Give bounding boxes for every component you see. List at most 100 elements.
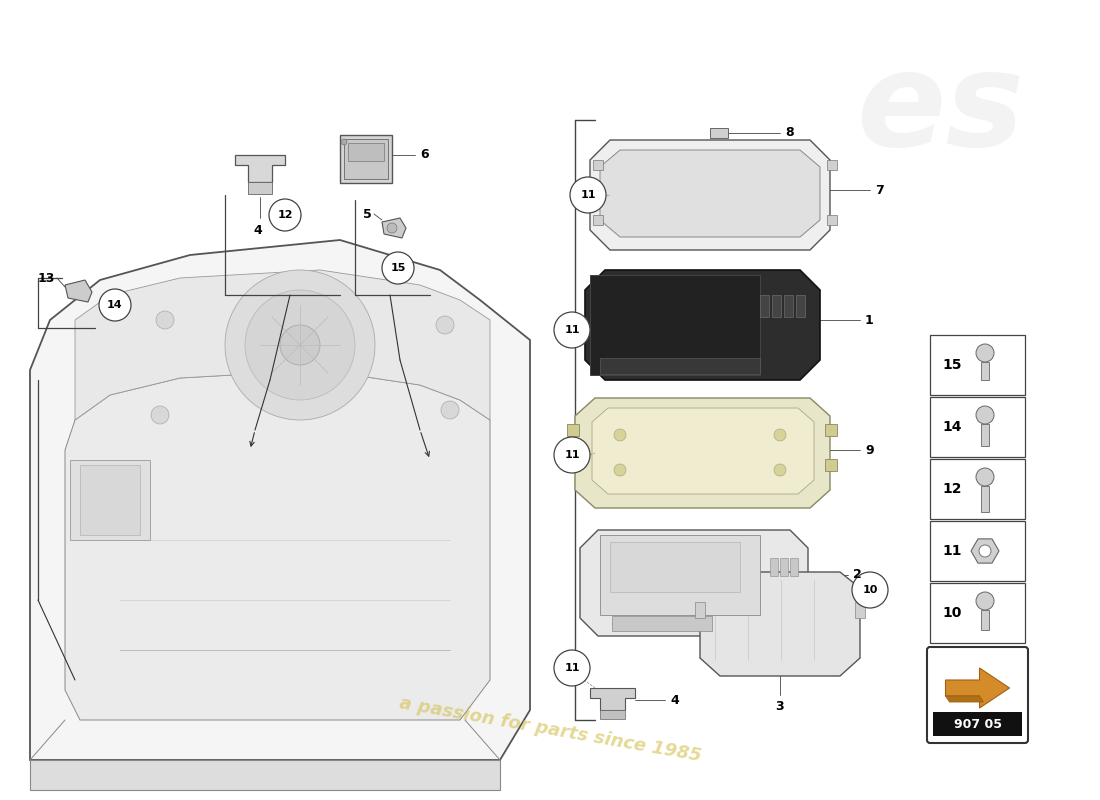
- Bar: [930, 397, 1025, 457]
- Text: 8: 8: [785, 126, 793, 139]
- Circle shape: [382, 252, 414, 284]
- Circle shape: [976, 406, 994, 424]
- Text: 2: 2: [852, 569, 861, 582]
- Circle shape: [976, 592, 994, 610]
- Text: 15: 15: [390, 263, 406, 273]
- Bar: [590, 275, 760, 375]
- Polygon shape: [65, 280, 92, 302]
- Bar: [855, 602, 865, 618]
- Bar: [80, 465, 140, 535]
- Bar: [784, 295, 793, 317]
- Text: 4: 4: [670, 694, 679, 706]
- Bar: [600, 710, 625, 719]
- Bar: [612, 616, 712, 631]
- Text: 11: 11: [564, 663, 580, 673]
- Polygon shape: [30, 760, 500, 790]
- Bar: [770, 558, 778, 576]
- Bar: [760, 295, 769, 317]
- Circle shape: [554, 437, 590, 473]
- Polygon shape: [75, 270, 490, 420]
- Text: 3: 3: [776, 700, 784, 713]
- Bar: [348, 143, 384, 161]
- Text: 4: 4: [254, 224, 263, 237]
- Bar: [566, 424, 579, 436]
- Circle shape: [441, 401, 459, 419]
- Bar: [825, 424, 837, 436]
- Circle shape: [280, 325, 320, 365]
- Text: 11: 11: [581, 190, 596, 200]
- Polygon shape: [580, 530, 808, 636]
- Text: 5: 5: [363, 207, 372, 221]
- Bar: [933, 712, 1022, 736]
- Circle shape: [852, 572, 888, 608]
- Circle shape: [774, 464, 786, 476]
- Text: 10: 10: [942, 606, 961, 620]
- Polygon shape: [575, 398, 830, 508]
- Polygon shape: [30, 240, 530, 760]
- Text: 907 05: 907 05: [954, 718, 1001, 730]
- Polygon shape: [946, 696, 983, 702]
- Polygon shape: [700, 572, 860, 676]
- Bar: [695, 602, 705, 618]
- Circle shape: [341, 139, 346, 145]
- Bar: [981, 610, 989, 630]
- Circle shape: [614, 429, 626, 441]
- FancyBboxPatch shape: [927, 647, 1028, 743]
- Polygon shape: [600, 150, 820, 237]
- Text: 13: 13: [37, 271, 55, 285]
- Text: 9: 9: [865, 443, 873, 457]
- Bar: [981, 486, 989, 512]
- Text: a passion for parts since 1985: a passion for parts since 1985: [397, 694, 703, 766]
- Bar: [248, 182, 272, 194]
- Bar: [827, 160, 837, 170]
- Bar: [772, 295, 781, 317]
- Polygon shape: [590, 140, 830, 250]
- Bar: [593, 215, 603, 225]
- Bar: [981, 362, 989, 380]
- Circle shape: [387, 223, 397, 233]
- Text: 12: 12: [942, 482, 961, 496]
- Circle shape: [245, 290, 355, 400]
- Text: 15: 15: [942, 358, 961, 372]
- Circle shape: [436, 316, 454, 334]
- Bar: [930, 521, 1025, 581]
- Text: 1: 1: [865, 314, 873, 326]
- Text: 10: 10: [862, 585, 878, 595]
- Text: 12: 12: [277, 210, 293, 220]
- Bar: [790, 558, 798, 576]
- Bar: [796, 295, 805, 317]
- Circle shape: [151, 406, 169, 424]
- Bar: [600, 535, 760, 615]
- Circle shape: [554, 650, 590, 686]
- Circle shape: [156, 311, 174, 329]
- Bar: [930, 335, 1025, 395]
- Circle shape: [976, 468, 994, 486]
- Bar: [70, 460, 150, 540]
- Bar: [930, 459, 1025, 519]
- Circle shape: [226, 270, 375, 420]
- Polygon shape: [235, 155, 285, 182]
- Polygon shape: [65, 370, 490, 720]
- Polygon shape: [590, 688, 635, 710]
- Polygon shape: [592, 408, 814, 494]
- Text: 11: 11: [564, 325, 580, 335]
- Circle shape: [614, 464, 626, 476]
- Bar: [344, 139, 388, 179]
- Polygon shape: [946, 668, 1010, 708]
- Text: 11: 11: [942, 544, 961, 558]
- Bar: [593, 160, 603, 170]
- Bar: [600, 358, 760, 374]
- Bar: [780, 558, 788, 576]
- Text: 7: 7: [874, 183, 883, 197]
- Bar: [710, 128, 728, 138]
- Circle shape: [99, 289, 131, 321]
- Bar: [827, 215, 837, 225]
- Bar: [981, 424, 989, 446]
- Text: 6: 6: [420, 149, 429, 162]
- Text: 11: 11: [564, 450, 580, 460]
- Text: 14: 14: [107, 300, 123, 310]
- Bar: [930, 583, 1025, 643]
- Circle shape: [270, 199, 301, 231]
- Bar: [825, 459, 837, 471]
- Bar: [566, 459, 579, 471]
